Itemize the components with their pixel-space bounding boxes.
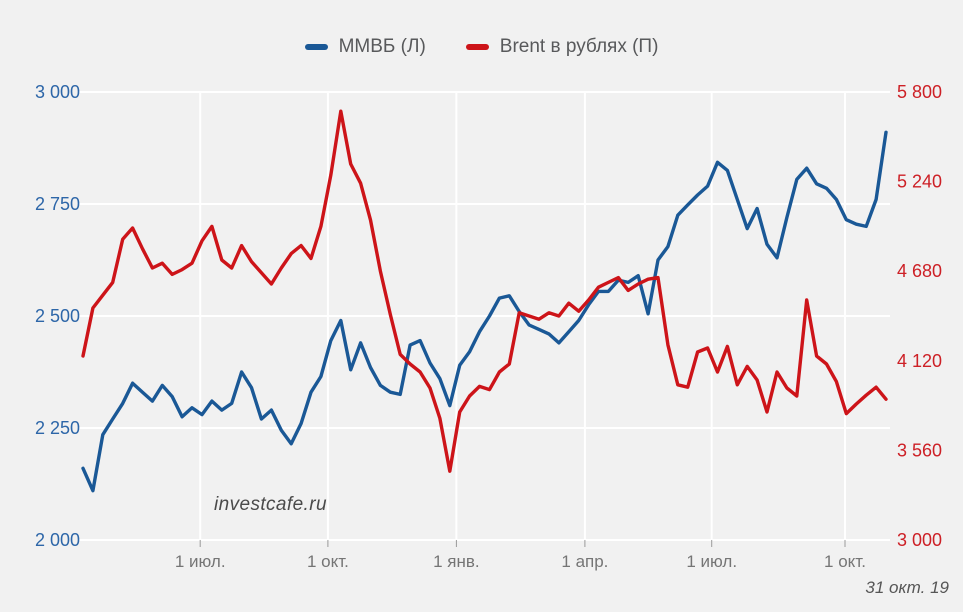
x-axis-label: 1 окт. (307, 552, 349, 571)
y-axis-label-left: 2 750 (35, 194, 80, 214)
x-axis-label: 1 апр. (561, 552, 608, 571)
y-axis-label-right: 4 680 (897, 261, 942, 281)
y-axis-label-left: 2 250 (35, 418, 80, 438)
y-axis-label-left: 2 500 (35, 306, 80, 326)
x-axis-label: 1 янв. (433, 552, 480, 571)
y-axis-label-left: 2 000 (35, 530, 80, 550)
watermark: investcafe.ru (214, 494, 327, 515)
legend-label-mmvb: ММВБ (Л) (338, 36, 426, 57)
legend-swatch-brent-icon (465, 44, 489, 50)
y-axis-label-right: 3 560 (897, 440, 942, 460)
x-axis-label: 1 окт. (824, 552, 866, 571)
series-line-brent (81, 109, 888, 473)
footer-date: 31 окт. 19 (865, 578, 949, 597)
legend-item-mmvb[interactable]: ММВБ (Л) (304, 36, 426, 58)
legend-label-brent: Brent в рублях (П) (499, 36, 659, 57)
legend-item-brent[interactable]: Brent в рублях (П) (465, 36, 659, 58)
y-axis-label-right: 3 000 (897, 530, 942, 550)
x-axis-label: 1 июл. (175, 552, 226, 571)
chart-legend: ММВБ (Л) Brent в рублях (П) (0, 36, 963, 58)
series-line-mmvb (81, 130, 888, 493)
y-axis-label-right: 5 240 (897, 172, 942, 192)
y-axis-label-right: 5 800 (897, 82, 942, 102)
x-axis-label: 1 июл. (686, 552, 737, 571)
y-axis-label-left: 3 000 (35, 82, 80, 102)
y-axis-label-right: 4 120 (897, 351, 942, 371)
legend-swatch-mmvb-icon (304, 44, 328, 50)
